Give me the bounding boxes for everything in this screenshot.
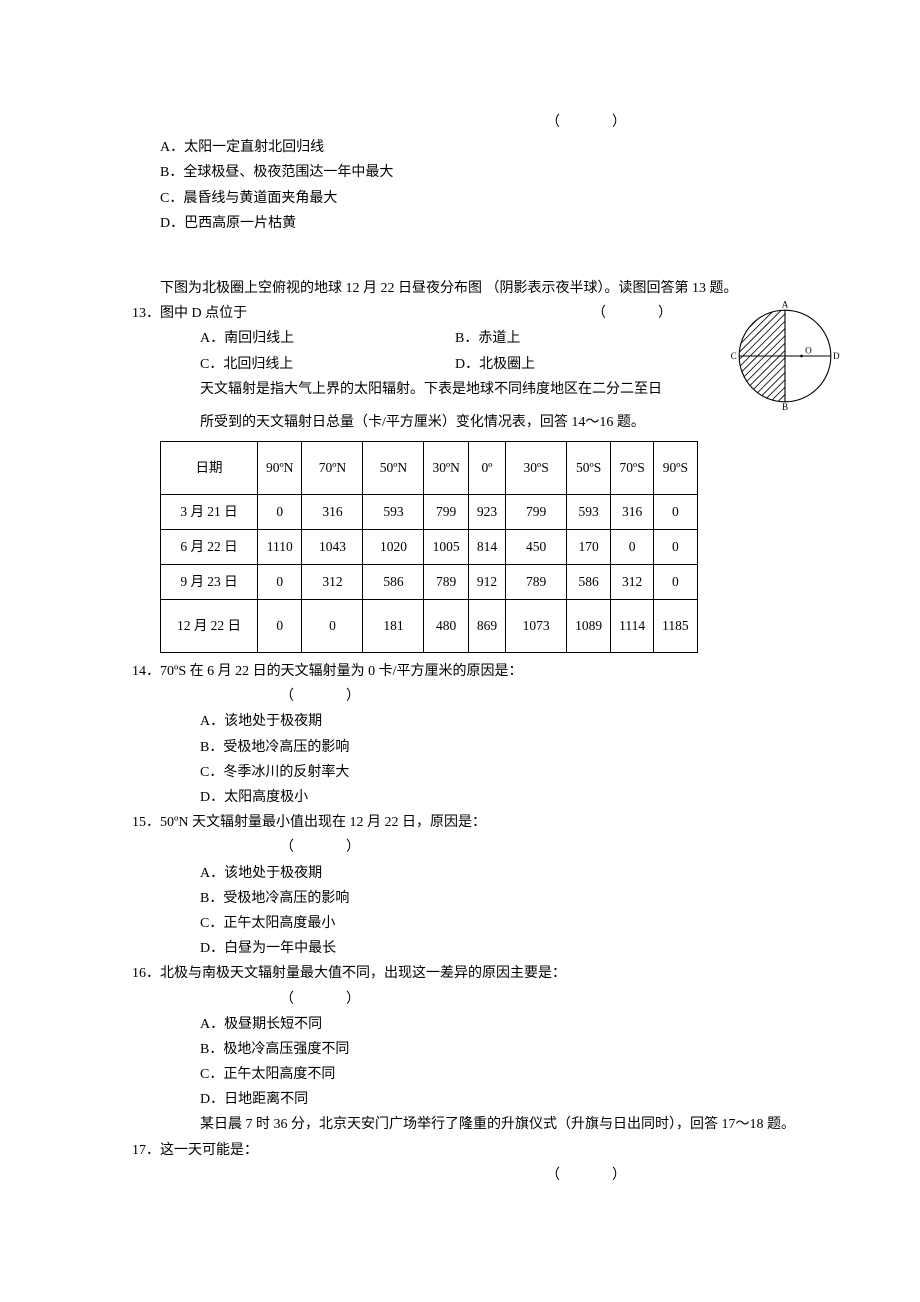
th-30s: 30ºS (506, 442, 567, 495)
q17-text: 这一天可能是： (160, 1138, 860, 1163)
radiation-table: 日期 90ºN 70ºN 50ºN 30ºN 0º 30ºS 50ºS 70ºS… (160, 441, 698, 653)
diagram-label-o: O (805, 345, 812, 355)
q16-opt-b: B．极地冷高压强度不同 (200, 1037, 860, 1062)
q13-paren: （ ） (592, 301, 680, 326)
q12-opt-c: C．晨昏线与黄道面夹角最大 (160, 186, 860, 211)
q14-num: 14． (60, 659, 160, 684)
table-row: 3 月 21 日03165937999237995933160 (161, 495, 698, 530)
q16-paren: （ ） (280, 987, 860, 1012)
th-50s: 50ºS (567, 442, 611, 495)
q14-opt-b: B．受极地冷高压的影响 (200, 735, 860, 760)
q15-text: 50ºN 天文辐射量最小值出现在 12 月 22 日，原因是： (160, 810, 860, 835)
q17-num: 17． (60, 1138, 160, 1163)
q16-opt-a: A．极昼期长短不同 (200, 1012, 860, 1037)
q12-opt-d: D．巴西高原一片枯黄 (160, 211, 860, 236)
q13-block: A B C D O 13． 图中 D 点位于 （ ） A．南回归线上 B．赤道上… (60, 301, 860, 435)
table-row: 12 月 22 日001814808691073108911141185 (161, 600, 698, 653)
th-date: 日期 (161, 442, 258, 495)
q12-opt-a: A．太阳一定直射北回归线 (160, 135, 860, 160)
q14-paren: （ ） (280, 684, 860, 709)
q13-opt-b: B．赤道上 (455, 326, 710, 351)
diagram-label-a: A (782, 301, 789, 309)
q13-num: 13． (60, 301, 160, 326)
q13-opt-a: A．南回归线上 (200, 326, 455, 351)
q15-paren: （ ） (280, 835, 860, 860)
q14-opt-d: D．太阳高度极小 (200, 785, 860, 810)
th-70s: 70ºS (611, 442, 654, 495)
table-row: 6 月 22 日111010431020100581445017000 (161, 530, 698, 565)
table-row: 9 月 23 日03125867899127895863120 (161, 565, 698, 600)
q13-text: 图中 D 点位于 (160, 301, 592, 326)
q17-paren: （ ） (320, 1163, 860, 1188)
th-30n: 30ºN (424, 442, 468, 495)
q15-opt-c: C．正午太阳高度最小 (200, 911, 860, 936)
q16-num: 16． (60, 961, 160, 986)
q13-opt-d: D．北极圈上 (455, 352, 710, 377)
th-0: 0º (468, 442, 505, 495)
q15-opt-a: A．该地处于极夜期 (200, 861, 860, 886)
q15-opt-b: B．受极地冷高压的影响 (200, 886, 860, 911)
q12-paren: （ ） (320, 110, 860, 135)
pre17-para: 某日晨 7 时 36 分，北京天安门广场举行了隆重的升旗仪式（升旗与日出同时），… (200, 1112, 860, 1137)
q15-opt-d: D．白昼为一年中最长 (200, 936, 860, 961)
pre14-l2: 所受到的天文辐射日总量（卡/平方厘米）变化情况表，回答 14～16 题。 (200, 410, 860, 435)
q12-opt-b: B．全球极昼、极夜范围达一年中最大 (160, 160, 860, 185)
pre13-para: 下图为北极圈上空俯视的地球 12 月 22 日昼夜分布图 （阴影表示夜半球）。读… (160, 276, 860, 301)
q15-num: 15． (60, 810, 160, 835)
th-50n: 50ºN (363, 442, 424, 495)
diagram-label-c: C (731, 351, 737, 361)
diagram-label-b: B (782, 402, 788, 411)
q14-text: 70ºS 在 6 月 22 日的天文辐射量为 0 卡/平方厘米的原因是： (160, 659, 860, 684)
q16-text: 北极与南极天文辐射量最大值不同，出现这一差异的原因主要是： (160, 961, 860, 986)
diagram-label-d: D (833, 351, 840, 361)
q14-opt-a: A．该地处于极夜期 (200, 709, 860, 734)
q13-opt-c: C．北回归线上 (200, 352, 455, 377)
q16-opt-d: D．日地距离不同 (200, 1087, 860, 1112)
q14-opt-c: C．冬季冰川的反射率大 (200, 760, 860, 785)
earth-diagram: A B C D O (730, 301, 840, 411)
th-90n: 90ºN (258, 442, 302, 495)
table-header-row: 日期 90ºN 70ºN 50ºN 30ºN 0º 30ºS 50ºS 70ºS… (161, 442, 698, 495)
th-90s: 90ºS (654, 442, 698, 495)
th-70n: 70ºN (302, 442, 363, 495)
q16-opt-c: C．正午太阳高度不同 (200, 1062, 860, 1087)
